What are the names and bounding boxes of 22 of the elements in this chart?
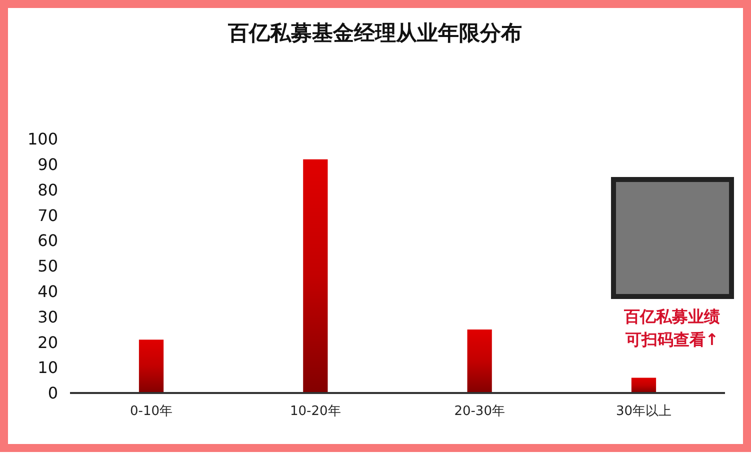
x-tick-label: 0-10年: [130, 404, 173, 419]
bar: [303, 159, 328, 393]
x-tick-label: 20-30年: [454, 404, 505, 419]
y-tick-label: 10: [38, 358, 58, 378]
y-tick-label: 50: [38, 256, 58, 276]
y-tick-label: 40: [38, 282, 58, 301]
bar: [631, 378, 656, 393]
annotation: 可扫码查看↑: [624, 330, 719, 349]
y-tick-label: 100: [27, 130, 58, 149]
y-tick-label: 20: [38, 332, 58, 352]
y-tick-label: 30: [38, 307, 58, 326]
x-tick-label: 10-20年: [290, 404, 341, 419]
bar: [138, 340, 164, 393]
annotation: 百亿私募业绩: [623, 307, 720, 326]
y-tick-label: 90: [38, 155, 58, 174]
y-tick-label: 60: [38, 231, 58, 250]
bar: [467, 330, 492, 393]
y-tick-label: 80: [38, 180, 58, 200]
y-tick-label: 70: [38, 206, 58, 225]
x-tick-label: 30年以上: [616, 404, 672, 419]
y-tick-label: 0: [48, 384, 58, 403]
chart-title: 百亿私募基金经理从业年限分布: [227, 21, 522, 45]
